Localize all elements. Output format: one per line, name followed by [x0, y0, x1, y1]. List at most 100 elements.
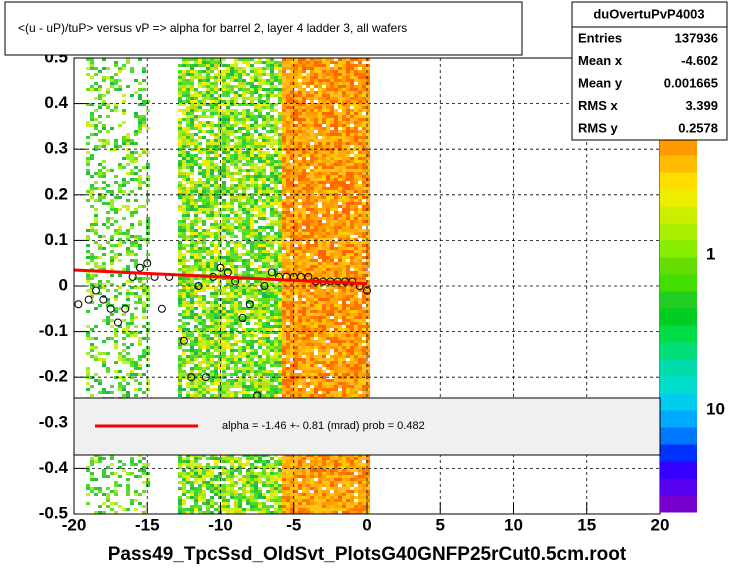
heat-cell: [206, 70, 210, 73]
heat-cell: [210, 103, 214, 106]
heat-cell: [202, 205, 206, 208]
heat-cell: [318, 61, 322, 64]
heat-cell: [126, 358, 130, 361]
heat-cell: [254, 181, 258, 184]
heat-cell: [198, 268, 202, 271]
heat-cell: [362, 229, 366, 232]
heat-cell: [134, 241, 138, 244]
heat-cell: [134, 208, 138, 211]
heat-cell: [278, 265, 282, 268]
heat-cell: [234, 340, 238, 343]
heat-cell: [230, 64, 234, 67]
heat-cell: [238, 256, 242, 259]
heat-cell: [310, 199, 314, 202]
heat-cell: [366, 157, 370, 160]
heat-cell: [206, 175, 210, 178]
heat-cell: [246, 334, 250, 337]
heat-cell: [258, 328, 262, 331]
heat-cell: [354, 115, 358, 118]
heat-cell: [102, 352, 106, 355]
heat-cell: [354, 184, 358, 187]
heat-cell: [310, 238, 314, 241]
heat-cell: [302, 202, 306, 205]
heat-cell: [246, 220, 250, 223]
heat-cell: [126, 235, 130, 238]
heat-cell: [354, 373, 358, 376]
heat-cell: [234, 217, 238, 220]
heat-cell: [294, 355, 298, 358]
heat-cell: [242, 58, 246, 61]
heat-cell: [126, 328, 130, 331]
heat-cell: [250, 232, 254, 235]
heat-cell: [278, 307, 282, 310]
heat-cell: [274, 160, 278, 163]
heat-cell: [290, 151, 294, 154]
heat-cell: [182, 358, 186, 361]
heat-cell: [146, 295, 150, 298]
heat-cell: [326, 94, 330, 97]
heat-cell: [290, 301, 294, 304]
heat-cell: [314, 214, 318, 217]
heat-cell: [138, 130, 142, 133]
heat-cell: [314, 262, 318, 265]
heat-cell: [314, 85, 318, 88]
heat-cell: [210, 217, 214, 220]
heat-cell: [290, 139, 294, 142]
heat-cell: [198, 94, 202, 97]
heat-cell: [242, 373, 246, 376]
heat-cell: [194, 73, 198, 76]
heat-cell: [350, 97, 354, 100]
heat-cell: [310, 370, 314, 373]
heat-cell: [278, 310, 282, 313]
heat-cell: [346, 67, 350, 70]
heat-cell: [270, 154, 274, 157]
heat-cell: [142, 310, 146, 313]
heat-cell: [86, 124, 90, 127]
heat-cell: [142, 286, 146, 289]
heat-cell: [350, 370, 354, 373]
heat-cell: [330, 157, 334, 160]
heat-cell: [110, 283, 114, 286]
heat-cell: [98, 97, 102, 100]
heat-cell: [314, 154, 318, 157]
heat-cell: [366, 139, 370, 142]
heat-cell: [298, 253, 302, 256]
heat-cell: [294, 70, 298, 73]
heat-cell: [222, 94, 226, 97]
heat-cell: [258, 214, 262, 217]
heat-cell: [130, 376, 134, 379]
heat-cell: [242, 346, 246, 349]
heat-cell: [270, 289, 274, 292]
heat-cell: [314, 346, 318, 349]
heat-cell: [246, 73, 250, 76]
heat-cell: [286, 220, 290, 223]
heat-cell: [358, 343, 362, 346]
heat-cell: [98, 235, 102, 238]
heat-cell: [182, 235, 186, 238]
heat-cell: [246, 124, 250, 127]
heat-cell: [362, 268, 366, 271]
heat-cell: [350, 196, 354, 199]
heat-cell: [142, 124, 146, 127]
heat-cell: [310, 358, 314, 361]
heat-cell: [258, 85, 262, 88]
heat-cell: [362, 88, 366, 91]
heat-cell: [178, 229, 182, 232]
heat-cell: [186, 280, 190, 283]
heat-cell: [198, 181, 202, 184]
heat-cell: [186, 208, 190, 211]
heat-cell: [290, 322, 294, 325]
heat-cell: [218, 304, 222, 307]
heat-cell: [298, 97, 302, 100]
heat-cell: [274, 358, 278, 361]
heat-cell: [254, 307, 258, 310]
heat-cell: [298, 373, 302, 376]
heat-cell: [246, 61, 250, 64]
heat-cell: [346, 103, 350, 106]
heat-cell: [282, 310, 286, 313]
heat-cell: [274, 94, 278, 97]
heat-cell: [254, 61, 258, 64]
heat-cell: [130, 253, 134, 256]
heat-cell: [122, 313, 126, 316]
heat-cell: [250, 118, 254, 121]
